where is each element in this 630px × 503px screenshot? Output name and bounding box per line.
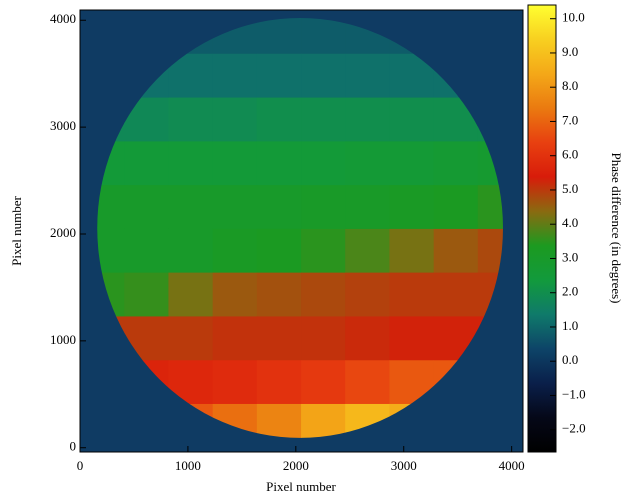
- y-tick-label: 4000: [50, 11, 76, 26]
- colorbar-tick-label: 7.0: [562, 112, 578, 127]
- heat-cell: [168, 316, 214, 361]
- heat-cell: [124, 185, 169, 230]
- heat-cell: [345, 360, 390, 405]
- y-tick-label: 0: [70, 439, 77, 454]
- colorbar-tick-label: 5.0: [562, 181, 578, 196]
- heat-cell: [389, 141, 435, 186]
- colorbar-tick-label: 1.0: [562, 318, 578, 333]
- heat-cell: [477, 228, 503, 274]
- heat-cell: [433, 141, 479, 186]
- heat-cell: [345, 97, 390, 142]
- heat-cell: [389, 185, 435, 230]
- heat-cell: [301, 97, 346, 142]
- heat-cell: [389, 272, 435, 317]
- colorbar-tick-label: 0.0: [562, 352, 578, 367]
- heat-cell: [301, 185, 346, 230]
- heat-cell: [256, 17, 302, 55]
- heat-cell: [256, 228, 302, 274]
- colorbar-tick-label: 3.0: [562, 249, 578, 264]
- colorbar-tick-label: 2.0: [562, 284, 578, 299]
- x-tick-label: 2000: [283, 458, 309, 473]
- x-tick-label: 1000: [175, 458, 201, 473]
- colorbar-label: Phase difference (in degrees): [609, 153, 624, 304]
- heat-cell: [345, 272, 390, 317]
- heat-cell: [345, 53, 390, 98]
- heat-cell: [212, 316, 258, 361]
- colorbar-tick-label: 10.0: [562, 10, 585, 25]
- heat-cell: [301, 316, 346, 361]
- y-tick-label: 1000: [50, 332, 76, 347]
- heat-cell: [301, 228, 346, 274]
- heat-cell: [256, 272, 302, 317]
- heat-cell: [301, 403, 346, 438]
- x-tick-label: 4000: [499, 458, 525, 473]
- heat-cell: [124, 141, 169, 186]
- heat-cell: [345, 316, 390, 361]
- colorbar-tick-label: −2.0: [562, 421, 586, 436]
- heat-cell: [433, 228, 479, 274]
- heat-cell: [212, 97, 258, 142]
- heat-cell: [212, 53, 258, 98]
- heat-cell: [256, 53, 302, 98]
- heat-cell: [168, 97, 214, 142]
- heat-cell: [97, 185, 125, 230]
- heat-cell: [97, 228, 125, 274]
- heat-cell: [389, 316, 435, 361]
- colorbar-tick-label: 6.0: [562, 147, 578, 162]
- y-tick-label: 2000: [50, 225, 76, 240]
- heat-cell: [389, 228, 435, 274]
- heat-cell: [124, 228, 169, 274]
- heat-cell: [256, 97, 302, 142]
- heat-cell: [168, 185, 214, 230]
- x-axis-label: Pixel number: [266, 479, 336, 494]
- heat-cell: [301, 360, 346, 405]
- heat-cell: [168, 228, 214, 274]
- x-tick-label: 0: [77, 458, 84, 473]
- y-tick-label: 3000: [50, 118, 76, 133]
- heat-cell: [345, 185, 390, 230]
- heat-cell: [212, 360, 258, 405]
- heat-cell: [256, 185, 302, 230]
- plot-frame: [79, 9, 524, 453]
- heat-cell: [256, 316, 302, 361]
- colorbar-tick-label: 9.0: [562, 44, 578, 59]
- colorbar-tick-label: −1.0: [562, 386, 586, 401]
- heat-cell: [212, 185, 258, 230]
- colorbar-tick-label: 8.0: [562, 78, 578, 93]
- heat-cell: [433, 185, 479, 230]
- heat-cell: [389, 97, 435, 142]
- x-tick-label: 3000: [391, 458, 417, 473]
- heat-cell: [301, 272, 346, 317]
- heat-cell: [301, 53, 346, 98]
- heat-cell: [168, 141, 214, 186]
- heat-cell: [168, 272, 214, 317]
- heat-cell: [256, 141, 302, 186]
- heat-cell: [212, 141, 258, 186]
- heat-cell: [124, 272, 169, 317]
- y-axis-label: Pixel number: [9, 195, 24, 265]
- heat-cell: [256, 403, 302, 438]
- heat-cell: [301, 141, 346, 186]
- heat-cell: [345, 228, 390, 274]
- heat-cell: [212, 272, 258, 317]
- heat-cell: [212, 228, 258, 274]
- colorbar-tick-label: 4.0: [562, 215, 578, 230]
- heat-cell: [477, 185, 503, 230]
- heat-cell: [345, 141, 390, 186]
- heat-cell: [433, 272, 479, 317]
- heat-cell: [301, 17, 346, 55]
- colorbar: [527, 4, 557, 453]
- heat-cell: [256, 360, 302, 405]
